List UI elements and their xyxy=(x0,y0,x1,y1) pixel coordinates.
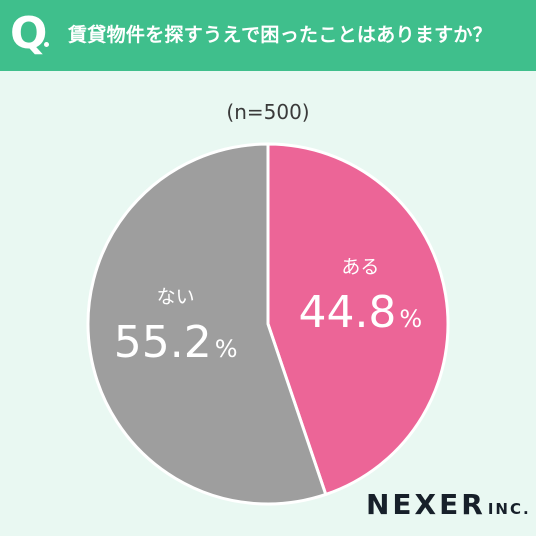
q-dot xyxy=(44,42,49,47)
slice-label-1: ある xyxy=(341,256,379,278)
pie-slice-2 xyxy=(86,142,328,506)
logo-name: NEXER xyxy=(366,488,486,521)
slice-value-2: 55.2% xyxy=(114,317,238,368)
logo-suffix: INC. xyxy=(487,500,531,518)
q-mark: Q xyxy=(10,8,48,59)
slice-label-2: ない xyxy=(157,286,195,308)
question-text: 賃貸物件を探すうえで困ったことはありますか？ xyxy=(68,24,493,46)
pie-slice-1 xyxy=(266,142,450,496)
slice-value-1: 44.8% xyxy=(298,287,422,338)
sample-size-label: (n=500) xyxy=(226,100,310,124)
question-header: Q 賃貸物件を探すうえで困ったことはありますか？ xyxy=(0,0,536,71)
nexer-logo: NEXER INC. xyxy=(366,487,531,527)
